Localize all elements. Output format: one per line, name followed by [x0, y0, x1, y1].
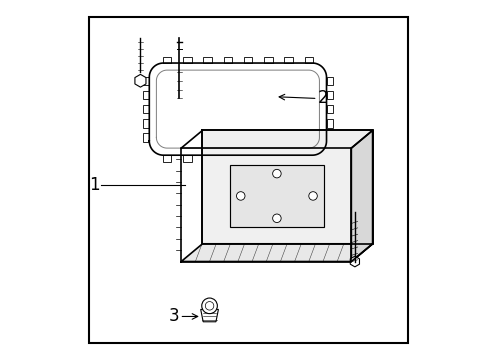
Bar	[143, 105, 149, 113]
FancyBboxPatch shape	[89, 17, 408, 343]
Circle shape	[205, 302, 214, 310]
Bar	[163, 57, 172, 63]
Bar	[305, 57, 313, 63]
Bar	[183, 155, 192, 162]
Bar	[244, 57, 252, 63]
Bar	[284, 155, 293, 162]
Bar	[143, 119, 149, 127]
Bar	[326, 105, 333, 113]
Bar	[203, 155, 212, 162]
Polygon shape	[135, 75, 146, 87]
Bar	[326, 133, 333, 142]
Bar	[223, 57, 232, 63]
Bar	[203, 57, 212, 63]
Bar	[143, 133, 149, 142]
Text: 1: 1	[89, 176, 99, 194]
Bar	[326, 119, 333, 127]
Polygon shape	[181, 244, 372, 261]
Bar	[163, 155, 172, 162]
Polygon shape	[230, 165, 324, 227]
Bar	[284, 57, 293, 63]
Circle shape	[202, 298, 218, 314]
Bar	[143, 91, 149, 99]
Polygon shape	[201, 309, 219, 322]
Circle shape	[272, 214, 281, 222]
Bar	[143, 77, 149, 85]
Bar	[326, 91, 333, 99]
Bar	[183, 57, 192, 63]
Circle shape	[272, 169, 281, 178]
Text: 3: 3	[169, 307, 179, 325]
Circle shape	[309, 192, 318, 200]
Bar	[223, 155, 232, 162]
Text: 2: 2	[318, 90, 328, 108]
Polygon shape	[351, 130, 372, 261]
Bar	[264, 57, 272, 63]
Polygon shape	[202, 130, 372, 244]
Circle shape	[237, 192, 245, 200]
Bar	[326, 77, 333, 85]
Bar	[244, 155, 252, 162]
Bar	[305, 155, 313, 162]
Bar	[264, 155, 272, 162]
Polygon shape	[350, 256, 360, 267]
